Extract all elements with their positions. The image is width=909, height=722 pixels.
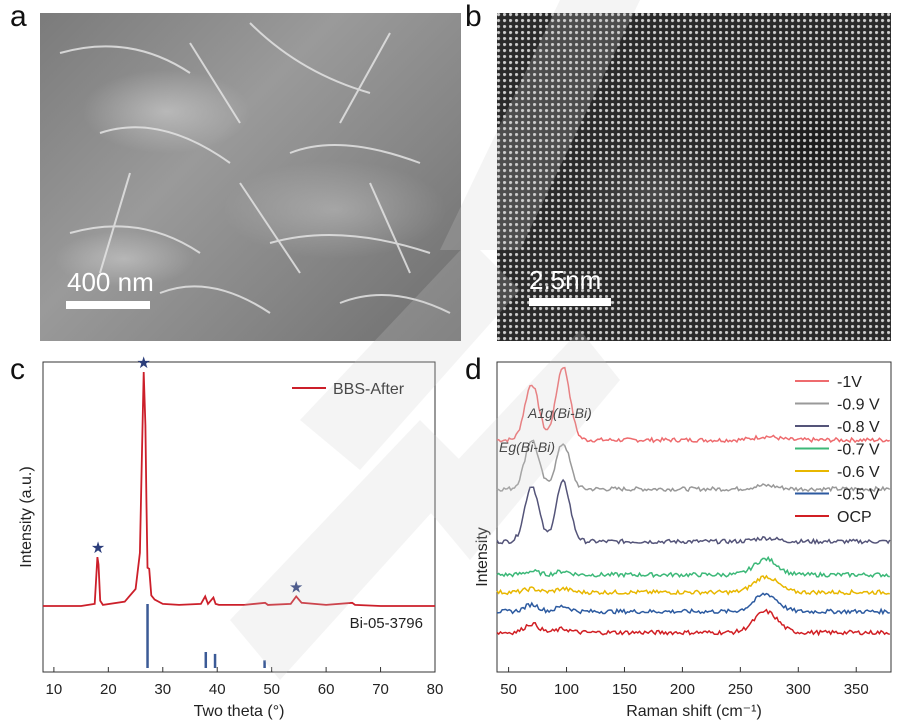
xrd-series-bbs-after bbox=[43, 371, 435, 607]
hrtem-micrograph: 2.5nm bbox=[497, 13, 891, 341]
xrd-peak-star: ★ bbox=[91, 540, 105, 557]
raman-series-0p5v bbox=[496, 592, 890, 616]
xrd-reference-label: Bi-05-3796 bbox=[350, 615, 423, 632]
panel-d-letter: d bbox=[465, 353, 482, 386]
sem-micrograph: 400 nm bbox=[40, 13, 461, 341]
raman-x-tick-label: 200 bbox=[670, 681, 695, 698]
raman-legend-label: OCP bbox=[837, 509, 872, 526]
sem-flake-texture bbox=[59, 22, 451, 314]
scale-bar-b bbox=[529, 298, 611, 306]
scale-label-a: 400 nm bbox=[67, 267, 154, 297]
raman-x-tick-label: 300 bbox=[786, 681, 811, 698]
raman-legend-label: -0.8 V bbox=[837, 419, 880, 436]
xrd-x-tick-label: 50 bbox=[263, 681, 280, 698]
xrd-x-axis-label: Two theta (°) bbox=[194, 703, 285, 720]
xrd-x-tick-label: 20 bbox=[100, 681, 117, 698]
raman-x-axis-label: Raman shift (cm⁻¹) bbox=[626, 703, 762, 720]
raman-x-tick-label: 50 bbox=[500, 681, 517, 698]
raman-series-0p8v bbox=[496, 478, 891, 546]
scale-bar-a bbox=[66, 301, 150, 309]
xrd-peak-star: ★ bbox=[289, 579, 303, 596]
raman-x-tick-label: 250 bbox=[728, 681, 753, 698]
xrd-legend-label: BBS-After bbox=[333, 381, 405, 398]
raman-annotation-eg: Eg(Bi-Bi) bbox=[499, 439, 555, 455]
xrd-y-axis-label: Intensity (a.u.) bbox=[18, 466, 35, 567]
raman-legend-label: -0.9 V bbox=[837, 397, 880, 414]
raman-legend-label: -1V bbox=[837, 374, 862, 391]
raman-annotation-a1g: A1g(Bi-Bi) bbox=[527, 405, 592, 421]
raman-y-axis-label: Intensity bbox=[474, 527, 491, 587]
raman-legend-label: -0.5 V bbox=[837, 487, 880, 504]
xrd-plot-frame bbox=[42, 361, 436, 673]
xrd-x-tick-label: 30 bbox=[154, 681, 171, 698]
panel-c-letter: c bbox=[10, 353, 25, 386]
scale-label-b: 2.5nm bbox=[529, 265, 602, 295]
xrd-x-tick-label: 80 bbox=[427, 681, 444, 698]
panel-a-letter: a bbox=[10, 0, 27, 33]
xrd-peak-star: ★ bbox=[137, 355, 151, 372]
raman-series-0p9v bbox=[496, 439, 891, 493]
panel-b-letter: b bbox=[465, 0, 482, 33]
raman-plot-frame bbox=[496, 361, 892, 673]
raman-legend-label: -0.6 V bbox=[837, 464, 880, 481]
raman-series-ocp bbox=[496, 608, 891, 637]
xrd-x-tick-label: 60 bbox=[318, 681, 335, 698]
raman-legend-label: -0.7 V bbox=[837, 442, 880, 459]
raman-series-1v bbox=[496, 366, 891, 444]
raman-series-0p6v bbox=[496, 574, 890, 596]
xrd-x-tick-label: 10 bbox=[46, 681, 63, 698]
xrd-x-tick-label: 70 bbox=[372, 681, 389, 698]
raman-series-0p7v bbox=[496, 555, 890, 579]
raman-x-tick-label: 150 bbox=[612, 681, 637, 698]
raman-x-tick-label: 350 bbox=[844, 681, 869, 698]
raman-x-tick-label: 100 bbox=[554, 681, 579, 698]
xrd-x-tick-label: 40 bbox=[209, 681, 226, 698]
